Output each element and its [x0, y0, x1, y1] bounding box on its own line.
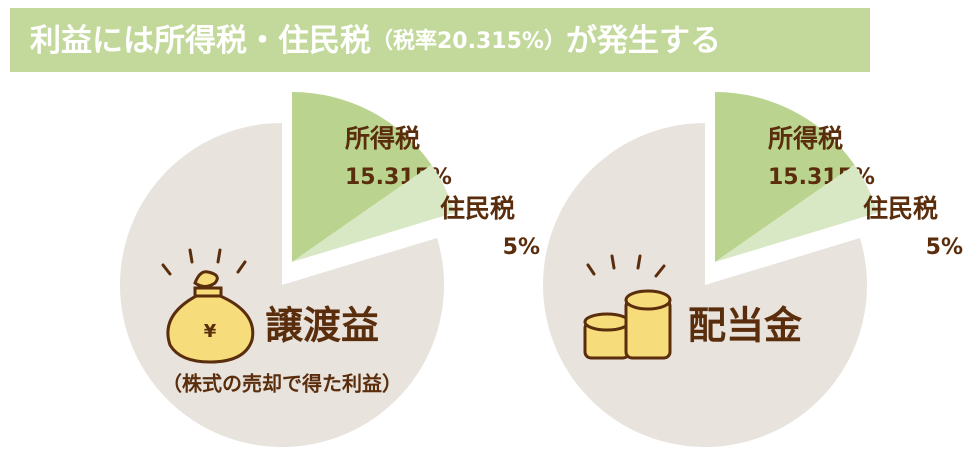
slice-label: 所得税 — [768, 124, 843, 153]
coins-icon — [583, 254, 672, 360]
center-label: 譲渡益 — [265, 304, 379, 348]
value-label: 5% — [926, 235, 963, 260]
slice-label: 住民税 — [440, 194, 515, 223]
slice-label: 住民税 — [863, 194, 938, 223]
pie-slice — [543, 123, 867, 447]
pie-slice — [292, 164, 455, 262]
title-part: （税率20.315%） — [371, 28, 566, 54]
title-part: が発生する — [566, 23, 721, 59]
pie-slice — [292, 92, 432, 262]
money-bag-icon: ¥ — [161, 248, 255, 364]
title-bar — [10, 8, 870, 72]
pie-slice — [120, 123, 445, 447]
slice-label: 所得税 — [345, 124, 420, 153]
center-sublabel: （株式の売却で得た利益） — [162, 372, 402, 396]
title: 利益には所得税・住民税（税率20.315%）が発生する — [30, 23, 721, 59]
pie-slice — [715, 164, 878, 262]
pie-slice — [715, 92, 855, 262]
title-part: 利益には所得税・住民税 — [30, 23, 371, 59]
center-label: 配当金 — [688, 304, 803, 348]
svg-text:¥: ¥ — [204, 321, 217, 342]
value-label: 5% — [503, 235, 540, 260]
